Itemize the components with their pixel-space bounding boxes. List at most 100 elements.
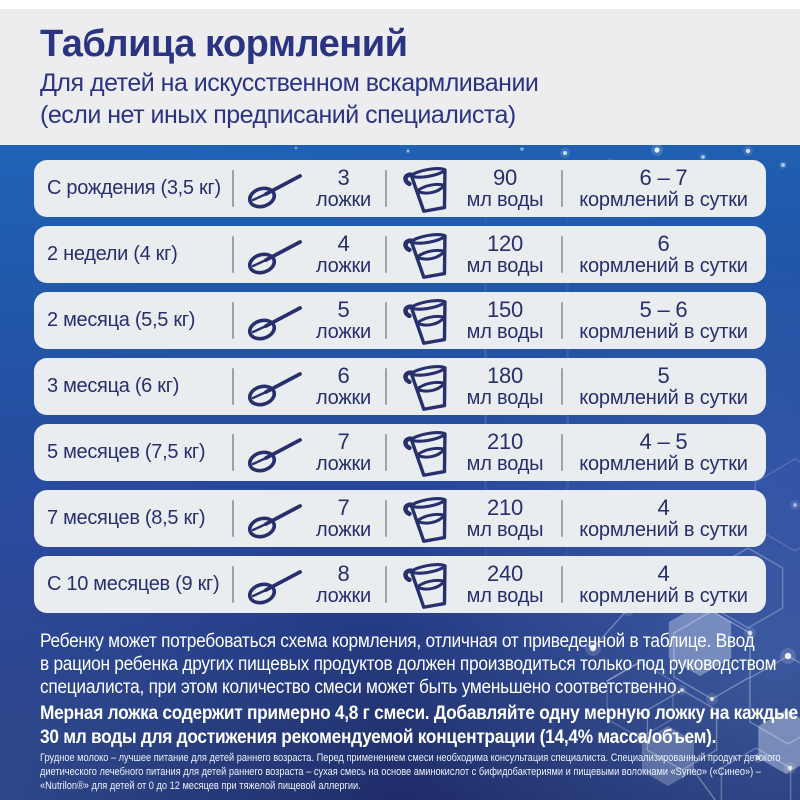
- feedings-cell: 5 – 6 кормлений в сутки: [561, 292, 766, 349]
- spoon-unit-label: ложки: [315, 188, 372, 211]
- header: Таблица кормлений Для детей на искусстве…: [0, 9, 800, 145]
- feedings-value: 4 кормлений в сутки: [579, 562, 748, 608]
- spoon-unit-label: ложки: [315, 518, 372, 541]
- table-row: 5 месяцев (7,5 кг) 7: [34, 424, 766, 481]
- spoon-unit-label: ложки: [315, 386, 372, 409]
- water-cell: 120 мл воды: [385, 226, 561, 283]
- feedings-unit-label: кормлений в сутки: [579, 320, 748, 343]
- measuring-cup-icon: [402, 491, 455, 547]
- page-title: Таблица кормлений: [40, 23, 408, 65]
- age-cell: С 10 месяцев (9 кг): [34, 556, 232, 613]
- water-value: 150 мл воды: [467, 298, 544, 344]
- feedings-value: 4 – 5 кормлений в сутки: [579, 430, 748, 476]
- spoons-value: 7 ложки: [316, 496, 371, 542]
- feedings-cell: 4 – 5 кормлений в сутки: [561, 424, 766, 481]
- spoon-count: 5: [337, 296, 350, 322]
- age-label: 2 месяца (5,5 кг): [47, 309, 196, 331]
- age-label: 3 месяца (6 кг): [47, 375, 180, 397]
- age-label: 5 месяцев (7,5 кг): [47, 441, 206, 463]
- water-amount: 120: [486, 230, 524, 256]
- water-cell: 240 мл воды: [385, 556, 561, 613]
- water-amount: 210: [486, 494, 524, 520]
- spoons-value: 4 ложки: [316, 232, 371, 278]
- spoon-count: 3: [337, 164, 350, 190]
- measuring-spoon-icon: [246, 235, 304, 275]
- feedings-unit-label: кормлений в сутки: [579, 452, 748, 475]
- measuring-cup-icon: [402, 425, 455, 481]
- water-value: 180 мл воды: [467, 364, 544, 410]
- table-row: 7 месяцев (8,5 кг) 7: [34, 490, 766, 547]
- measuring-spoon-icon: [246, 499, 304, 539]
- water-cell: 210 мл воды: [385, 490, 561, 547]
- age-cell: 2 месяца (5,5 кг): [34, 292, 232, 349]
- measuring-spoon-icon: [246, 301, 304, 341]
- water-unit-label: мл воды: [466, 254, 544, 277]
- water-value: 90 мл воды: [467, 166, 544, 212]
- spoon-count: 7: [337, 494, 350, 520]
- water-cell: 150 мл воды: [385, 292, 561, 349]
- spoons-cell: 4 ложки: [232, 226, 385, 283]
- age-cell: 5 месяцев (7,5 кг): [34, 424, 232, 481]
- age-label: 7 месяцев (8,5 кг): [47, 507, 206, 529]
- rows-container: С рождения (3,5 кг) 3: [34, 160, 766, 622]
- feedings-unit-label: кормлений в сутки: [579, 386, 748, 409]
- feedings-count: 6 – 7: [639, 164, 688, 190]
- water-amount: 180: [486, 362, 524, 388]
- feedings-count: 4: [657, 494, 670, 520]
- measuring-cup-icon: [402, 227, 455, 283]
- water-value: 210 мл воды: [467, 496, 544, 542]
- feedings-value: 5 кормлений в сутки: [579, 364, 748, 410]
- legal-disclaimer: Грудное молоко – лучшее питание для дете…: [40, 752, 781, 792]
- feedings-count: 6: [657, 230, 670, 256]
- measuring-spoon-icon: [246, 565, 304, 605]
- measuring-spoon-icon: [246, 169, 304, 209]
- age-cell: 2 недели (4 кг): [34, 226, 232, 283]
- spoons-value: 8 ложки: [316, 562, 371, 608]
- water-value: 210 мл воды: [467, 430, 544, 476]
- age-cell: С рождения (3,5 кг): [34, 160, 232, 217]
- water-value: 120 мл воды: [467, 232, 544, 278]
- spoons-value: 5 ложки: [316, 298, 371, 344]
- table-row: С рождения (3,5 кг) 3: [34, 160, 766, 217]
- water-amount: 210: [486, 428, 524, 454]
- page-subtitle: Для детей на искусственном вскармливании…: [40, 69, 539, 129]
- water-unit-label: мл воды: [466, 386, 544, 409]
- spoons-cell: 5 ложки: [232, 292, 385, 349]
- spoons-value: 7 ложки: [316, 430, 371, 476]
- feedings-cell: 5 кормлений в сутки: [561, 358, 766, 415]
- feedings-unit-label: кормлений в сутки: [579, 254, 748, 277]
- water-unit-label: мл воды: [466, 518, 544, 541]
- feedings-unit-label: кормлений в сутки: [579, 188, 748, 211]
- feedings-value: 4 кормлений в сутки: [579, 496, 748, 542]
- feedings-count: 5 – 6: [639, 296, 688, 322]
- water-unit-label: мл воды: [466, 320, 544, 343]
- feedings-count: 4: [657, 560, 670, 586]
- feedings-cell: 4 кормлений в сутки: [561, 490, 766, 547]
- measuring-cup-icon: [402, 161, 455, 217]
- feedings-cell: 6 – 7 кормлений в сутки: [561, 160, 766, 217]
- age-label: С рождения (3,5 кг): [47, 177, 221, 199]
- age-cell: 3 месяца (6 кг): [34, 358, 232, 415]
- water-amount: 150: [486, 296, 524, 322]
- spoons-cell: 8 ложки: [232, 556, 385, 613]
- spoon-count: 4: [337, 230, 350, 256]
- water-unit-label: мл воды: [466, 452, 544, 475]
- spoon-count: 8: [337, 560, 350, 586]
- spoons-cell: 7 ложки: [232, 424, 385, 481]
- spoons-value: 6 ложки: [316, 364, 371, 410]
- feedings-unit-label: кормлений в сутки: [579, 584, 748, 607]
- age-label: 2 недели (4 кг): [47, 243, 178, 265]
- spoon-count: 6: [337, 362, 350, 388]
- feedings-value: 6 – 7 кормлений в сутки: [579, 166, 748, 212]
- age-label: С 10 месяцев (9 кг): [47, 573, 220, 595]
- feeding-table-panel: С рождения (3,5 кг) 3: [0, 145, 800, 800]
- top-white-strip: [0, 0, 800, 9]
- measuring-cup-icon: [402, 293, 455, 349]
- measuring-spoon-icon: [246, 367, 304, 407]
- table-row: С 10 месяцев (9 кг) 8: [34, 556, 766, 613]
- spoon-count: 7: [337, 428, 350, 454]
- water-cell: 180 мл воды: [385, 358, 561, 415]
- spoon-unit-label: ложки: [315, 320, 372, 343]
- table-row: 2 месяца (5,5 кг) 5: [34, 292, 766, 349]
